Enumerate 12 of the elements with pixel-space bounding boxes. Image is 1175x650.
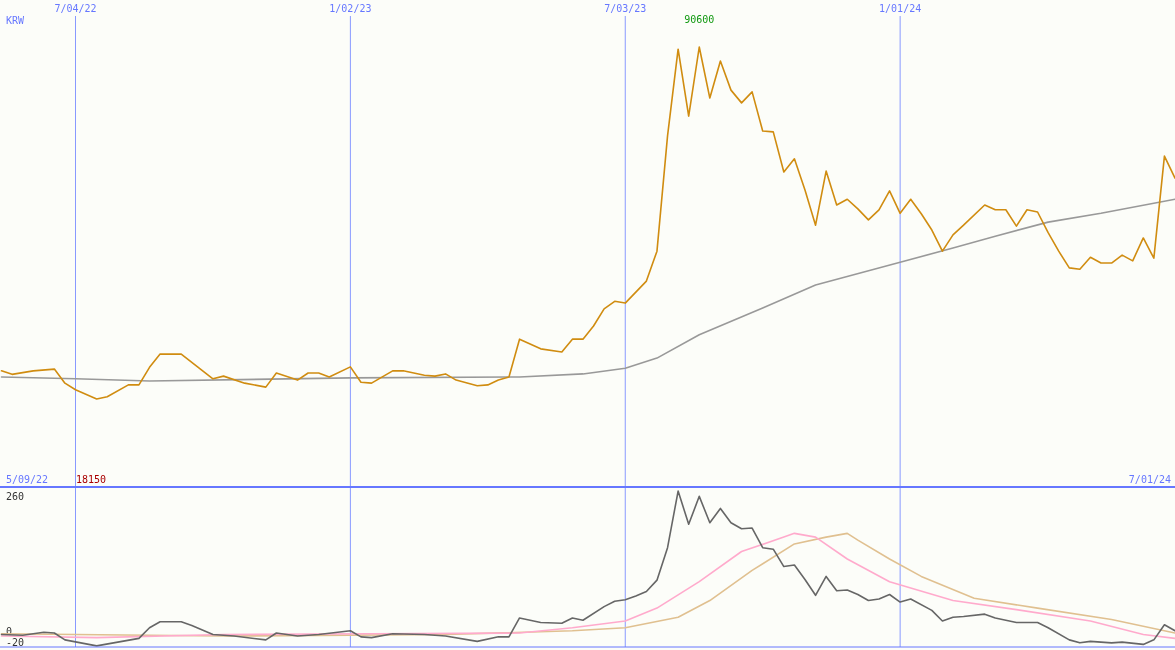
line-series xyxy=(0,490,1175,647)
text: KRW xyxy=(6,15,26,26)
x-tick-label: 7/03/23 xyxy=(604,3,647,14)
x-tick-label: 7/04/22 xyxy=(54,3,97,14)
annotation: 18150 xyxy=(76,474,107,485)
y-tick-label: 260 xyxy=(6,490,25,502)
annotation: 7/01/24 xyxy=(1128,474,1171,485)
y-tick-label: -20 xyxy=(6,636,25,648)
x-tick-label: 1/01/24 xyxy=(879,3,922,14)
annotation: 5/09/22 xyxy=(6,474,49,485)
x-tick-label: 1/02/23 xyxy=(329,3,372,14)
annotation: 90600 xyxy=(684,14,715,25)
